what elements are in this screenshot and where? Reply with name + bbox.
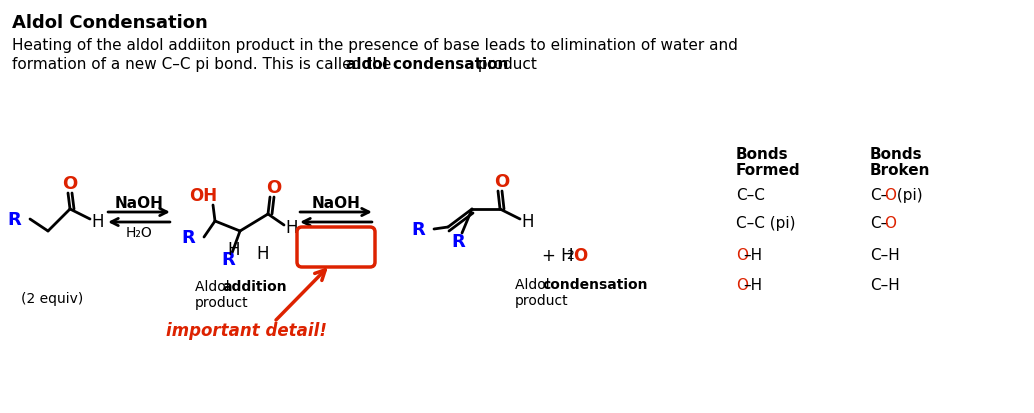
Text: R: R [7, 211, 21, 228]
Text: OH: OH [189, 187, 217, 204]
Text: H: H [227, 240, 240, 259]
Text: Broken: Broken [870, 163, 931, 178]
Text: (pi): (pi) [891, 188, 922, 202]
Text: R: R [221, 250, 235, 268]
Text: Aldol: Aldol [515, 277, 554, 291]
Text: R: R [181, 228, 194, 247]
Text: condensation: condensation [542, 277, 647, 291]
Text: aldol condensation: aldol condensation [346, 57, 509, 72]
Text: H: H [285, 218, 298, 236]
Text: H₂O: H₂O [125, 225, 152, 240]
Text: O: O [884, 216, 896, 230]
Text: H: H [92, 212, 104, 230]
Text: formation of a new C–C pi bond. This is called the: formation of a new C–C pi bond. This is … [12, 57, 396, 72]
Text: Bonds: Bonds [736, 147, 789, 161]
Text: O: O [736, 277, 748, 292]
Text: C–H: C–H [870, 277, 900, 292]
Text: O: O [884, 188, 896, 202]
Text: Aldol: Aldol [195, 279, 234, 293]
Text: O: O [62, 175, 78, 192]
Text: product: product [195, 295, 248, 309]
Text: H₂O: H₂O [323, 225, 349, 240]
Text: + H: + H [542, 247, 574, 264]
Text: –H: –H [743, 277, 762, 292]
Text: Bonds: Bonds [870, 147, 922, 161]
Text: product: product [474, 57, 538, 72]
Text: addition: addition [222, 279, 286, 293]
Text: Aldol Condensation: Aldol Condensation [12, 14, 208, 32]
Text: NaOH: NaOH [311, 195, 361, 211]
Text: R: R [451, 233, 465, 250]
Text: R: R [412, 221, 425, 238]
Text: heat: heat [315, 238, 357, 256]
Text: O: O [736, 247, 748, 262]
Text: C–C: C–C [736, 188, 765, 202]
Text: –H: –H [743, 247, 762, 262]
Text: C–C (pi): C–C (pi) [736, 216, 795, 230]
Text: Heating of the aldol addiiton product in the presence of base leads to eliminati: Heating of the aldol addiiton product in… [12, 38, 738, 53]
FancyBboxPatch shape [297, 228, 375, 267]
Text: NaOH: NaOH [115, 195, 163, 211]
Text: C–: C– [870, 188, 888, 202]
Text: 2: 2 [566, 249, 574, 262]
Text: H: H [256, 244, 269, 262]
Text: O: O [267, 178, 281, 197]
Text: C–H: C–H [870, 247, 900, 262]
Text: H: H [522, 212, 535, 230]
Text: (2 equiv): (2 equiv) [21, 291, 83, 305]
Text: O: O [494, 173, 510, 190]
Text: Formed: Formed [736, 163, 800, 178]
Text: O: O [573, 247, 587, 264]
Text: important detail!: important detail! [165, 321, 327, 339]
Text: product: product [515, 293, 569, 307]
Text: C–: C– [870, 216, 888, 230]
